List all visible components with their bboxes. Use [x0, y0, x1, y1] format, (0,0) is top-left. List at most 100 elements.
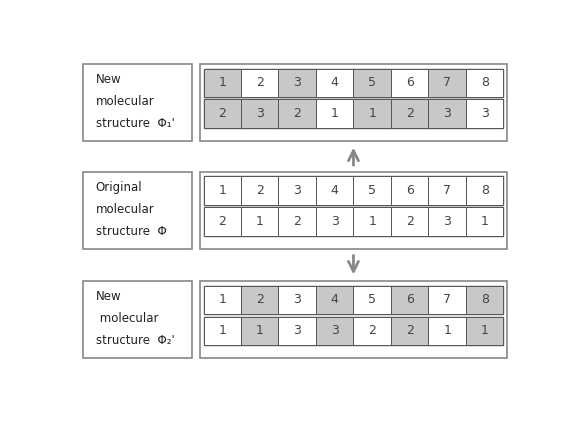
- Bar: [354, 286, 391, 314]
- Text: 1: 1: [256, 215, 263, 228]
- Bar: [466, 207, 503, 236]
- Bar: [428, 286, 466, 314]
- Bar: [428, 316, 466, 345]
- Text: 1: 1: [481, 215, 488, 228]
- Text: 1: 1: [256, 324, 263, 337]
- Bar: [354, 99, 391, 128]
- Bar: [204, 69, 241, 97]
- Bar: [83, 281, 192, 358]
- Bar: [204, 316, 241, 345]
- Bar: [428, 177, 466, 205]
- Text: 3: 3: [331, 215, 339, 228]
- Text: 2: 2: [293, 107, 301, 120]
- Text: 2: 2: [256, 76, 263, 89]
- Bar: [278, 69, 316, 97]
- Text: 2: 2: [406, 324, 414, 337]
- Bar: [316, 69, 354, 97]
- Bar: [278, 286, 316, 314]
- Text: 8: 8: [480, 76, 488, 89]
- Bar: [391, 207, 428, 236]
- Bar: [200, 172, 507, 249]
- Bar: [204, 207, 503, 236]
- Text: molecular: molecular: [96, 95, 154, 108]
- Bar: [354, 316, 391, 345]
- Text: 7: 7: [443, 76, 451, 89]
- Text: 1: 1: [481, 324, 488, 337]
- Bar: [354, 207, 391, 236]
- Bar: [316, 177, 354, 205]
- Bar: [278, 177, 316, 205]
- Bar: [466, 69, 503, 97]
- Text: 6: 6: [406, 294, 414, 306]
- Bar: [241, 99, 278, 128]
- Text: New: New: [96, 290, 121, 303]
- Bar: [428, 69, 466, 97]
- Bar: [428, 207, 466, 236]
- Bar: [391, 316, 428, 345]
- Bar: [204, 177, 503, 205]
- Bar: [241, 69, 278, 97]
- Text: 8: 8: [480, 184, 488, 197]
- Bar: [241, 207, 278, 236]
- Text: 6: 6: [406, 76, 414, 89]
- Text: 4: 4: [331, 184, 339, 197]
- Bar: [354, 69, 391, 97]
- Bar: [316, 286, 354, 314]
- Text: 2: 2: [256, 294, 263, 306]
- Text: 3: 3: [331, 324, 339, 337]
- Bar: [204, 286, 241, 314]
- Bar: [241, 286, 278, 314]
- Text: 5: 5: [368, 184, 376, 197]
- Bar: [466, 177, 503, 205]
- Bar: [241, 316, 278, 345]
- Text: 3: 3: [293, 324, 301, 337]
- Text: 1: 1: [218, 294, 226, 306]
- Text: 4: 4: [331, 76, 339, 89]
- Bar: [204, 316, 503, 345]
- Text: 1: 1: [369, 215, 376, 228]
- Bar: [241, 177, 278, 205]
- Text: 3: 3: [481, 107, 488, 120]
- Bar: [354, 177, 391, 205]
- Text: 1: 1: [218, 184, 226, 197]
- Text: 2: 2: [293, 215, 301, 228]
- Bar: [466, 316, 503, 345]
- Text: 4: 4: [331, 294, 339, 306]
- Bar: [391, 286, 428, 314]
- Text: 3: 3: [443, 215, 451, 228]
- Bar: [316, 316, 354, 345]
- Bar: [204, 69, 503, 97]
- Text: 2: 2: [369, 324, 376, 337]
- Bar: [391, 177, 428, 205]
- Text: 1: 1: [218, 324, 226, 337]
- Text: 2: 2: [406, 215, 414, 228]
- Bar: [278, 99, 316, 128]
- Text: 2: 2: [218, 107, 226, 120]
- Bar: [200, 281, 507, 358]
- Text: 5: 5: [368, 294, 376, 306]
- Bar: [278, 207, 316, 236]
- Bar: [316, 207, 354, 236]
- Text: 1: 1: [331, 107, 339, 120]
- Bar: [316, 99, 354, 128]
- Bar: [466, 286, 503, 314]
- Text: 3: 3: [293, 76, 301, 89]
- Text: structure  Φ₂': structure Φ₂': [96, 334, 174, 347]
- Bar: [278, 316, 316, 345]
- Text: 1: 1: [218, 76, 226, 89]
- Bar: [466, 99, 503, 128]
- Bar: [83, 64, 192, 141]
- Text: structure  Φ: structure Φ: [96, 225, 166, 238]
- Bar: [204, 177, 241, 205]
- Text: 2: 2: [256, 184, 263, 197]
- Text: 7: 7: [443, 184, 451, 197]
- Text: molecular: molecular: [96, 203, 154, 216]
- Text: 1: 1: [369, 107, 376, 120]
- Bar: [204, 286, 503, 314]
- Text: 2: 2: [218, 215, 226, 228]
- Text: 6: 6: [406, 184, 414, 197]
- Text: New: New: [96, 73, 121, 86]
- Text: 3: 3: [293, 184, 301, 197]
- Text: 2: 2: [406, 107, 414, 120]
- Text: molecular: molecular: [96, 312, 158, 325]
